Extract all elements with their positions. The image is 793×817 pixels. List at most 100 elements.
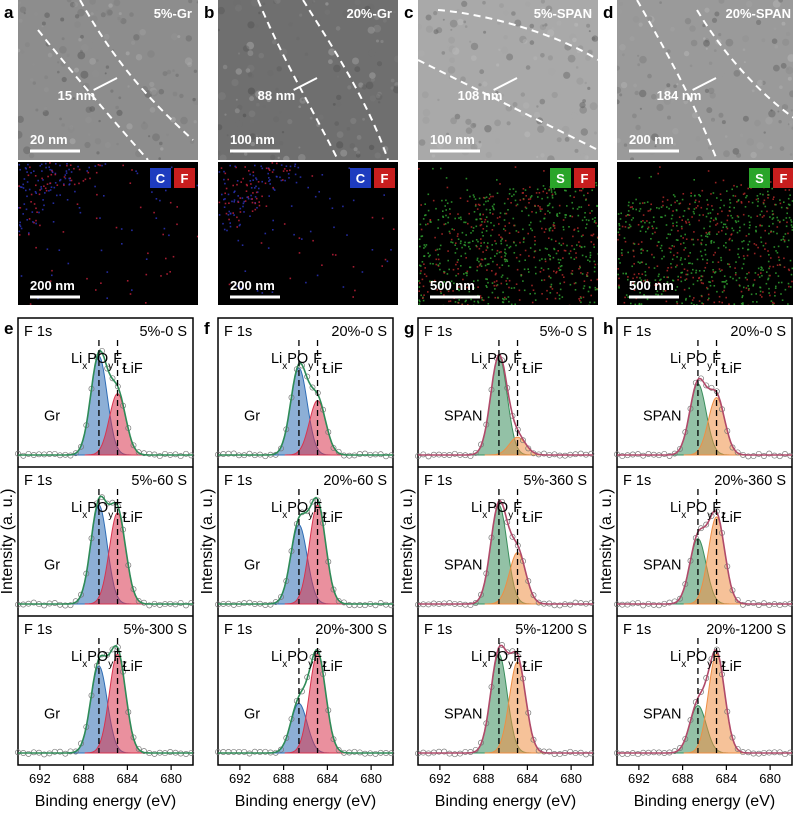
image-panel-c: c 5%-SPAN 108 nm 100 nm S F 500 nm [404, 0, 598, 305]
element-label: C [356, 171, 366, 186]
eds-map [18, 162, 198, 305]
data-point [46, 451, 53, 457]
data-point [766, 450, 773, 457]
core-level-label: F 1s [24, 473, 52, 489]
data-point [230, 450, 237, 457]
peak-label-lixpoyfz: LixPOyFz [471, 649, 527, 670]
boundary-dash-1 [636, 0, 718, 160]
peak-label-lif: LiF [722, 361, 742, 377]
data-point [225, 749, 232, 755]
data-point [156, 601, 163, 608]
data-point [776, 453, 783, 460]
fit-envelope [617, 509, 792, 605]
data-point [666, 453, 673, 459]
data-point [546, 748, 553, 755]
data-point [671, 450, 678, 457]
element-badge-C [350, 168, 371, 188]
panel-letter: b [204, 3, 214, 22]
x-tick-label: 692 [29, 771, 51, 786]
element-label: C [156, 171, 166, 186]
peak-label-lixpoyfz: LixPOyFz [471, 351, 527, 372]
x-tick-label: 684 [716, 771, 738, 786]
data-point [109, 375, 116, 382]
data-point [272, 599, 279, 606]
data-point [304, 508, 311, 515]
data-point [72, 598, 79, 605]
data-point [541, 450, 547, 457]
peak-label-lixpoyfz: LixPOyFz [271, 500, 327, 521]
sample-label: 20%-0 S [730, 324, 786, 340]
x-tick-label: 688 [273, 771, 295, 786]
thickness-label: 184 nm [657, 88, 702, 103]
x-tick-label: 680 [560, 771, 582, 786]
scale-label: 100 nm [230, 132, 275, 147]
x-axis-label: Binding energy (eV) [35, 793, 176, 810]
peak-label-lixpoyfz: LixPOyFz [670, 649, 726, 670]
data-point [551, 751, 558, 757]
host-label: SPAN [643, 408, 681, 424]
scale-label: 500 nm [430, 278, 475, 293]
host-label: SPAN [444, 706, 482, 722]
element-label: F [381, 171, 389, 186]
data-point [467, 453, 474, 460]
fit-envelope [18, 495, 193, 605]
core-level-label: F 1s [424, 473, 452, 489]
data-point [446, 600, 453, 607]
core-level-label: F 1s [623, 473, 651, 489]
peak-label-lixpoyfz: LixPOyFz [471, 500, 527, 521]
host-label: Gr [244, 408, 260, 424]
x-tick-label: 684 [117, 771, 139, 786]
peak-label-lixpoyfz: LixPOyFz [71, 351, 127, 372]
data-point [41, 602, 48, 609]
core-level-label: F 1s [224, 473, 252, 489]
data-point [782, 451, 788, 457]
element-badge-F [374, 168, 395, 188]
data-point [755, 450, 762, 457]
panel-letter: c [404, 3, 413, 22]
data-point [640, 602, 647, 609]
data-point [183, 751, 189, 757]
thickness-label: 88 nm [258, 88, 296, 103]
sample-label: 20%-60 S [323, 473, 387, 489]
data-point [734, 745, 741, 752]
core-level-label: F 1s [424, 622, 452, 638]
data-point [104, 651, 111, 658]
peak-label-lif: LiF [323, 659, 343, 675]
core-level-label: F 1s [224, 324, 252, 340]
peak-label-lif: LiF [523, 659, 543, 675]
element-label: S [755, 171, 764, 186]
data-point [188, 600, 195, 606]
data-point [220, 451, 227, 457]
element-badge-F [773, 168, 793, 188]
sample-label: 5%-0 S [139, 324, 187, 340]
scale-label: 200 nm [30, 278, 75, 293]
data-point [72, 450, 79, 457]
data-point [167, 749, 174, 755]
x-tick-label: 692 [628, 771, 650, 786]
sample-label: 5%-1200 S [515, 622, 587, 638]
fit-envelope [18, 644, 193, 754]
x-tick-label: 692 [229, 771, 251, 786]
arrow-icon [692, 77, 717, 91]
core-level-label: F 1s [24, 324, 52, 340]
y-axis-label: Intensity (a. u.) [598, 489, 615, 595]
panel-letter: e [4, 319, 13, 338]
tem-image [617, 0, 793, 160]
sample-label: 20%-SPAN [725, 6, 791, 21]
data-point [257, 749, 263, 755]
data-point [467, 602, 474, 609]
peak-label-lixpoyfz: LixPOyFz [271, 649, 327, 670]
peak-label-lif: LiF [722, 659, 742, 675]
image-panel-a: a 5%-Gr 15 nm 20 nm C F 200 nm [4, 0, 198, 305]
tem-image [218, 0, 398, 160]
data-point [25, 750, 32, 757]
data-point [734, 449, 741, 456]
data-point [425, 453, 432, 460]
fit-envelope [218, 362, 393, 456]
x-tick-label: 680 [160, 771, 182, 786]
y-axis-label: Intensity (a. u.) [199, 489, 216, 595]
